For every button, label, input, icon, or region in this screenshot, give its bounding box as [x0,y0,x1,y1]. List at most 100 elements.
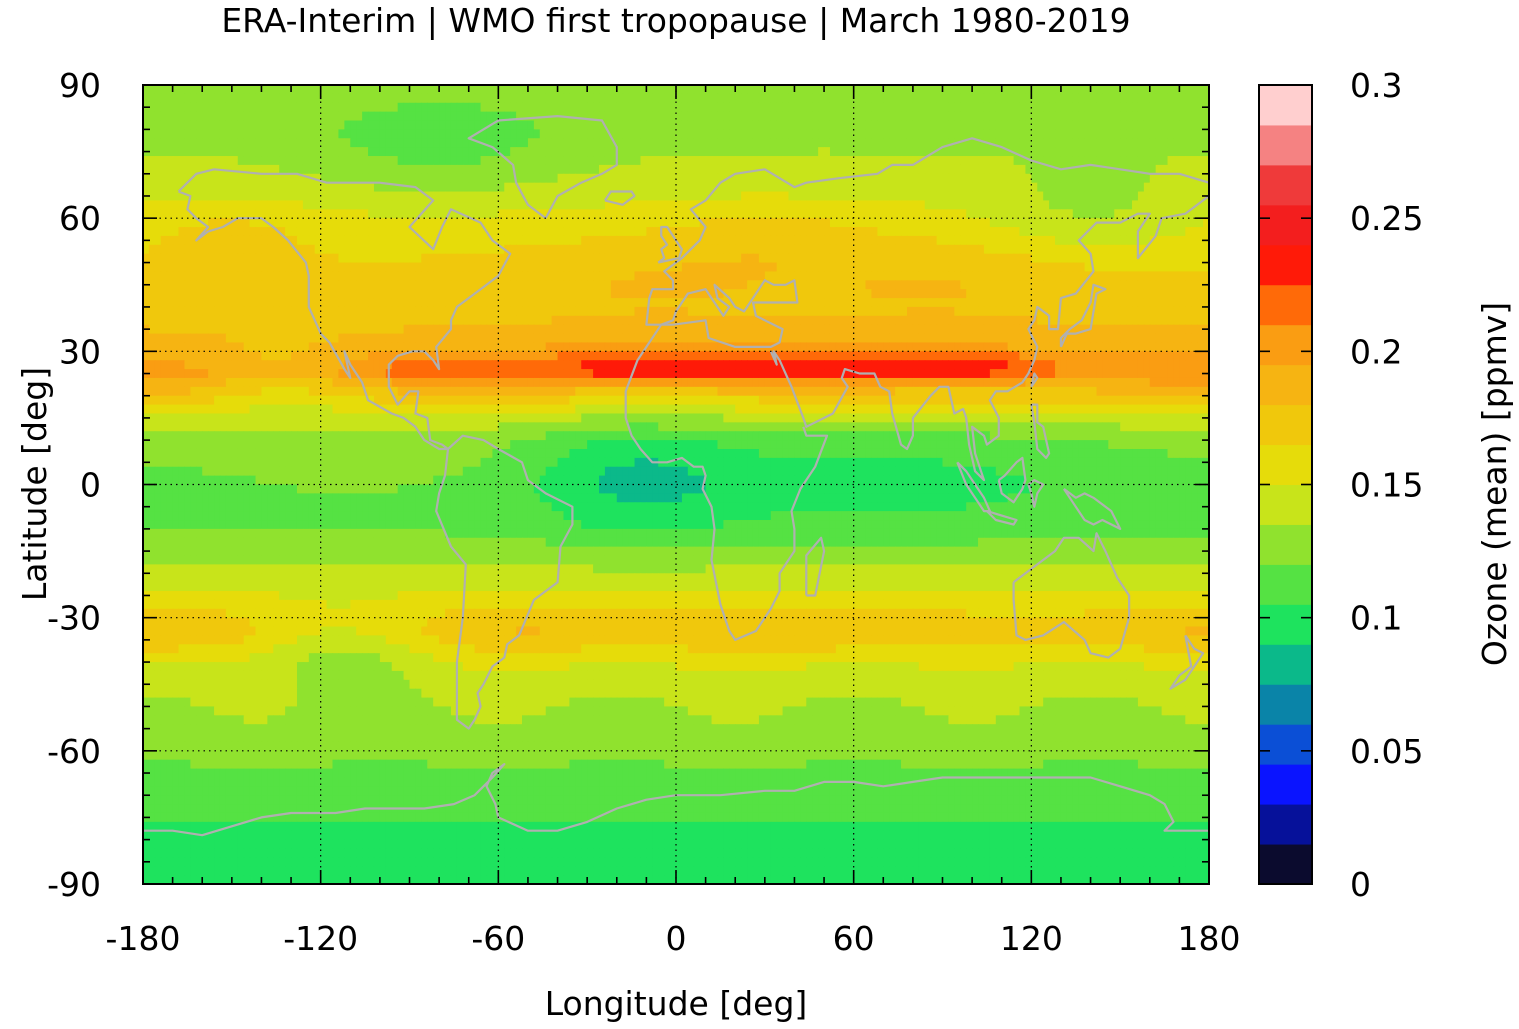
ozone-cell [901,93,908,104]
ozone-cell [1120,200,1127,210]
ozone-cell [1155,147,1163,157]
ozone-cell [924,138,932,148]
ozone-cell [267,164,274,175]
ozone-cell [143,173,150,184]
ozone-cell [687,129,695,139]
ozone-cell [1191,253,1198,264]
ozone-cell [285,191,292,202]
ozone-cell [936,209,944,219]
ozone-cell [1173,85,1180,95]
ozone-cell [214,93,221,104]
ozone-cell [373,138,381,148]
ozone-cell [628,280,636,290]
ozone-cell [978,262,985,273]
ozone-cell [148,209,156,219]
ozone-cell [960,120,967,130]
ozone-cell [788,280,796,290]
ozone-cell [474,262,482,273]
ozone-cell [593,147,600,157]
ozone-cell [758,271,766,281]
ozone-cell [225,324,233,335]
ozone-cell [622,271,630,281]
ozone-cell [344,289,351,299]
ozone-cell [824,271,831,281]
ozone-cell [806,129,813,139]
ozone-cell [883,164,890,175]
ozone-cell [670,298,677,308]
ozone-cell [533,120,541,130]
ozone-cell [1019,138,1027,148]
ozone-cell [208,85,215,95]
ozone-cell [895,244,902,255]
ozone-cell [391,164,399,175]
ozone-cell [676,173,683,184]
ozone-cell [622,85,630,95]
ozone-cell [1078,235,1086,246]
ozone-cell [296,120,304,130]
ozone-cell [1078,138,1086,148]
ozone-cell [1037,227,1044,237]
ozone-cell [1108,138,1115,148]
ozone-cell [1084,191,1092,202]
ozone-cell [462,164,470,175]
chart-title: ERA-Interim | WMO first tropopause | Mar… [221,1,1130,40]
ozone-cell [835,156,843,166]
ozone-cell [983,200,991,210]
ozone-cell [788,262,796,273]
ozone-cell [593,324,600,335]
ozone-cell [1185,85,1192,95]
ozone-cell [859,324,867,335]
ozone-cell [1126,182,1133,193]
ozone-cell [853,173,861,184]
ozone-cell [983,227,991,237]
ozone-cell [421,209,428,219]
ozone-cell [563,262,570,273]
ozone-cell [1132,298,1139,308]
ozone-cell [871,138,878,148]
ozone-cell [308,191,316,202]
ozone-cell [770,93,778,104]
ozone-cell [877,289,884,299]
ozone-cell [498,289,505,299]
ozone-cell [225,306,233,317]
ozone-cell [1013,120,1021,130]
ozone-cell [1037,262,1044,273]
ozone-cell [456,111,464,122]
ozone-cell [1019,262,1027,273]
ozone-cell [291,120,298,130]
ozone-cell [966,289,973,299]
ozone-cell [320,173,328,184]
ozone-cell [474,271,482,281]
ozone-cell [326,156,334,166]
ozone-cell [1203,289,1209,299]
ozone-cell [249,200,257,210]
ozone-cell [379,244,387,255]
ozone-cell [255,111,263,122]
ozone-cell [255,271,263,281]
ozone-cell [368,111,375,122]
ozone-cell [758,147,766,157]
ozone-cell [847,324,855,335]
ozone-cell [942,93,950,104]
ozone-cell [504,191,511,202]
ozone-cell [912,306,920,317]
ozone-cell [1001,280,1009,290]
ozone-cell [1120,182,1127,193]
ozone-cell [711,164,719,175]
ozone-cell [409,164,417,175]
ozone-cell [841,218,849,228]
ozone-cell [439,102,446,113]
ozone-cell [486,111,494,122]
ozone-cell [385,218,393,228]
ozone-cell [972,156,979,166]
ozone-cell [723,298,730,308]
ozone-cell [1149,173,1157,184]
ozone-cell [948,129,955,139]
ozone-cell [1037,306,1044,317]
ozone-cell [1143,102,1151,113]
ozone-cell [628,138,636,148]
ozone-cell [504,93,511,104]
ozone-cell [1031,209,1038,219]
ozone-cell [338,244,345,255]
ozone-cell [373,298,381,308]
